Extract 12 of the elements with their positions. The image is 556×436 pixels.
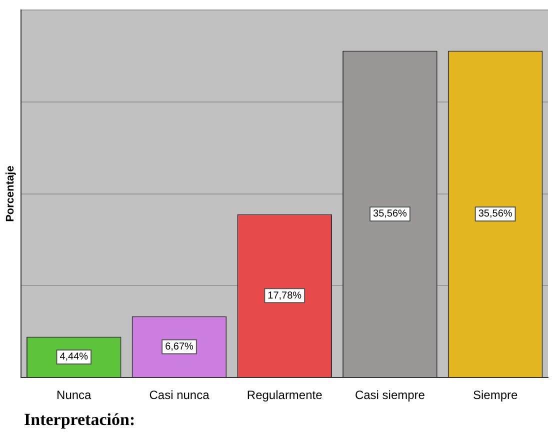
text: Interpretación: xyxy=(24,410,136,430)
data-label: 17,78% xyxy=(268,290,302,302)
x-tick-label: Nunca xyxy=(56,388,92,402)
x-tick-label: Regularmente xyxy=(246,388,323,402)
y-axis-title: Porcentaje xyxy=(4,166,17,222)
x-tick-label: Siempre xyxy=(472,388,518,402)
data-label: 35,56% xyxy=(373,208,408,220)
x-tick-label: Casi siempre xyxy=(354,388,426,402)
data-label: 35,56% xyxy=(478,208,512,220)
data-label: 4,44% xyxy=(60,352,88,363)
x-tick-label: Casi nunca xyxy=(149,388,210,402)
data-label: 6,67% xyxy=(165,341,194,352)
